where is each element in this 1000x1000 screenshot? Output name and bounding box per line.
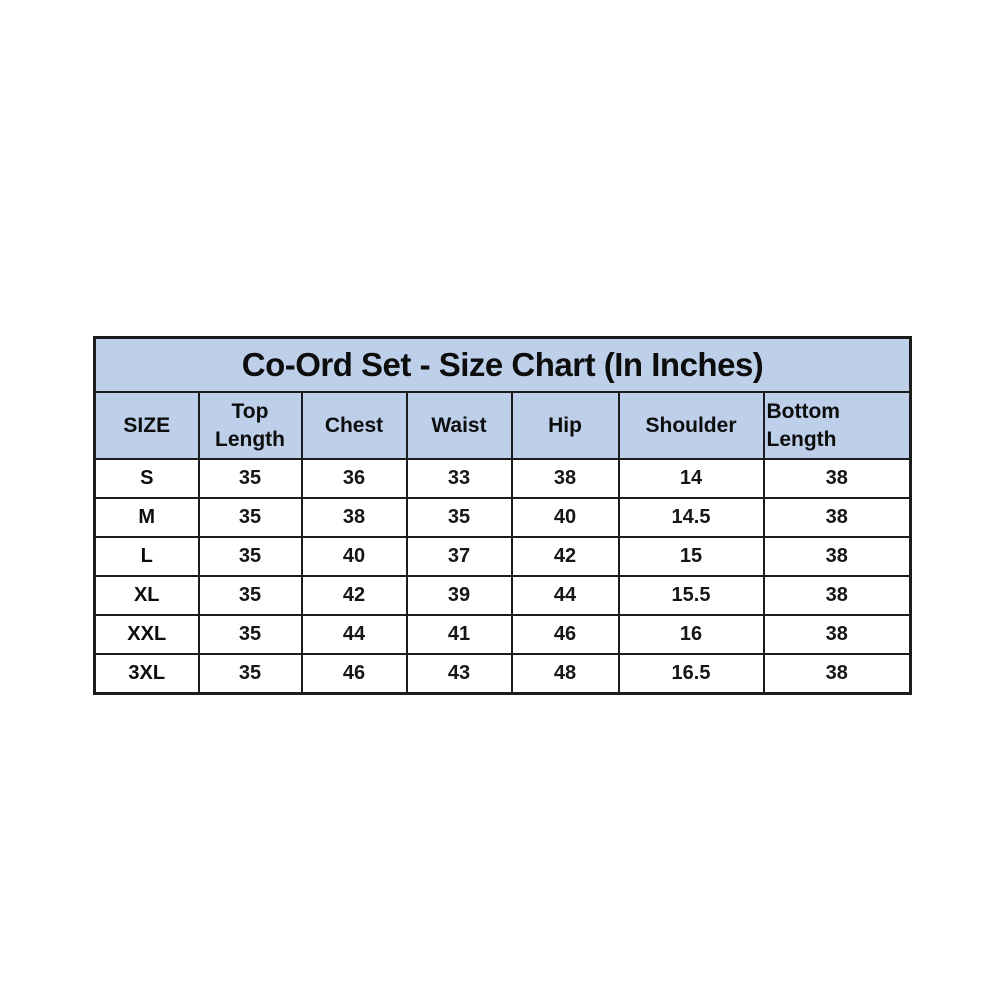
column-header-hip: Hip — [510, 391, 620, 460]
measurement-cell: 14.5 — [617, 497, 765, 538]
measurement-cell: 35 — [197, 536, 303, 577]
size-label-cell: XL — [93, 575, 200, 616]
measurement-cell: 38 — [762, 458, 912, 499]
title-row: Co-Ord Set - Size Chart (In Inches) — [93, 336, 912, 393]
size-row-s: S 35 36 33 38 14 38 — [93, 458, 912, 499]
size-row-3xl: 3XL 35 46 43 48 16.5 38 — [93, 653, 912, 695]
size-chart-table: Co-Ord Set - Size Chart (In Inches) SIZE… — [93, 336, 913, 695]
measurement-cell: 37 — [405, 536, 513, 577]
measurement-cell: 38 — [762, 536, 912, 577]
measurement-cell: 35 — [197, 458, 303, 499]
measurement-cell: 42 — [300, 575, 408, 616]
size-label-cell: L — [93, 536, 200, 577]
measurement-cell: 38 — [510, 458, 620, 499]
measurement-cell: 44 — [300, 614, 408, 655]
measurement-cell: 35 — [197, 653, 303, 695]
size-row-l: L 35 40 37 42 15 38 — [93, 536, 912, 577]
size-label-cell: XXL — [93, 614, 200, 655]
measurement-cell: 16 — [617, 614, 765, 655]
measurement-cell: 41 — [405, 614, 513, 655]
measurement-cell: 33 — [405, 458, 513, 499]
measurement-cell: 15 — [617, 536, 765, 577]
size-row-m: M 35 38 35 40 14.5 38 — [93, 497, 912, 538]
measurement-cell: 38 — [762, 497, 912, 538]
measurement-cell: 44 — [510, 575, 620, 616]
size-row-xxl: XXL 35 44 41 46 16 38 — [93, 614, 912, 655]
size-label-cell: M — [93, 497, 200, 538]
measurement-cell: 38 — [762, 614, 912, 655]
measurement-cell: 46 — [300, 653, 408, 695]
size-row-xl: XL 35 42 39 44 15.5 38 — [93, 575, 912, 616]
measurement-cell: 46 — [510, 614, 620, 655]
measurement-cell: 16.5 — [617, 653, 765, 695]
chart-title: Co-Ord Set - Size Chart (In Inches) — [93, 336, 912, 393]
measurement-cell: 38 — [300, 497, 408, 538]
header-row: SIZE Top Length Chest Waist Hip Shoulder… — [93, 391, 912, 460]
column-header-chest: Chest — [300, 391, 408, 460]
column-header-top-length: Top Length — [197, 391, 303, 460]
size-label-cell: S — [93, 458, 200, 499]
measurement-cell: 38 — [762, 575, 912, 616]
measurement-cell: 35 — [197, 614, 303, 655]
measurement-cell: 14 — [617, 458, 765, 499]
measurement-cell: 36 — [300, 458, 408, 499]
column-header-shoulder: Shoulder — [617, 391, 765, 460]
measurement-cell: 35 — [197, 497, 303, 538]
size-chart-image: Co-Ord Set - Size Chart (In Inches) SIZE… — [93, 336, 913, 695]
measurement-cell: 35 — [405, 497, 513, 538]
measurement-cell: 35 — [197, 575, 303, 616]
measurement-cell: 38 — [762, 653, 912, 695]
size-label-cell: 3XL — [93, 653, 200, 695]
measurement-cell: 15.5 — [617, 575, 765, 616]
measurement-cell: 42 — [510, 536, 620, 577]
measurement-cell: 40 — [510, 497, 620, 538]
column-header-waist: Waist — [405, 391, 513, 460]
measurement-cell: 39 — [405, 575, 513, 616]
measurement-cell: 43 — [405, 653, 513, 695]
measurement-cell: 40 — [300, 536, 408, 577]
column-header-size: SIZE — [93, 391, 200, 460]
measurement-cell: 48 — [510, 653, 620, 695]
column-header-bottom-length: Bottom Length — [762, 391, 912, 460]
